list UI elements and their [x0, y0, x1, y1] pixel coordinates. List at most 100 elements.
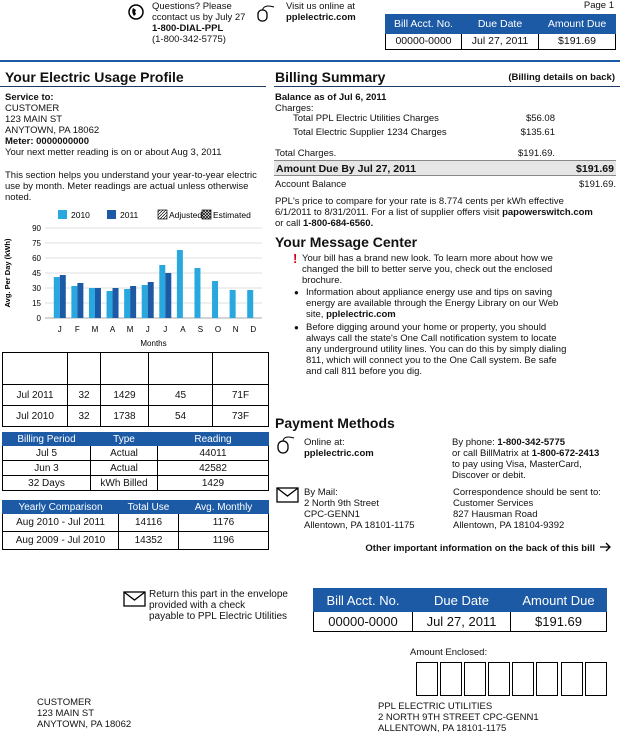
header-cell: [100, 352, 149, 385]
table-row: Jun 3 Actual 42582: [2, 460, 269, 476]
cell: kWh Billed: [90, 475, 158, 491]
return-note: Return this part in the envelope provide…: [149, 589, 288, 622]
digit-box: [440, 662, 462, 696]
cell: Jul 5: [2, 445, 91, 461]
text-line: Visit us online at: [286, 1, 356, 12]
text-line: PPL ELECTRIC UTILITIES: [378, 701, 493, 712]
bar: [159, 265, 166, 318]
mail: By Mail: 2 North 9th Street CPC-GENN1 Al…: [304, 487, 415, 531]
cell: $191.69: [510, 611, 607, 632]
text-line: ANYTOWN, PA 18062: [5, 125, 100, 136]
text-line: or call BillMatrix at 1-800-672-2413: [452, 448, 612, 459]
bar: [112, 288, 119, 318]
bar: [130, 286, 137, 318]
cell: 1738: [100, 405, 149, 427]
cell: 1196: [178, 531, 269, 550]
header-cell: [67, 352, 101, 385]
text-line: Allentown, PA 18101-1175: [304, 520, 415, 531]
x-tick-label: A: [110, 325, 116, 334]
y-tick-label: 75: [32, 239, 41, 248]
cell: 14352: [118, 531, 179, 550]
table-row: 00000-0000 Jul 27, 2011 $191.69: [385, 33, 616, 50]
header-cell: Bill Acct. No.: [385, 14, 462, 34]
header-cell: Due Date: [412, 588, 511, 612]
billing-period-table: Billing Period Type Reading Jul 5 Actual 4401…: [2, 432, 269, 491]
yearly-table: Yearly Comparison Total Use Avg. Monthly Au…: [2, 500, 269, 550]
bar: [212, 281, 219, 318]
text-line: Online at:: [304, 437, 345, 448]
balance: Balance as of Jul 6, 2011: [275, 92, 387, 103]
legend-swatch: [58, 210, 67, 219]
text-line: ANYTOWN, PA 18062: [37, 719, 132, 730]
text-line: Questions? Please: [152, 1, 232, 12]
alert-icon: !: [293, 251, 298, 266]
cell: 54: [148, 405, 213, 427]
text-line: CUSTOMER: [37, 697, 92, 708]
rule: [0, 60, 620, 62]
amount: $191.69: [576, 163, 614, 175]
charge-amount: $56.08: [525, 113, 555, 124]
online: Online at: pplelectric.com: [304, 437, 374, 459]
cell: 44011: [157, 445, 269, 461]
cell: 42582: [157, 460, 269, 476]
cell: Jul 27, 2011: [461, 33, 539, 50]
label: Amount Due By Jul 27, 2011: [276, 163, 417, 175]
legend-swatch: [201, 209, 212, 220]
text-line: to pay using Visa, MasterCard, Discover …: [452, 459, 582, 481]
phone: 1-800-342-5775: [497, 437, 566, 448]
text: or call: [275, 218, 303, 229]
cell: Jun 3: [2, 460, 91, 476]
section-title: Your Message Center: [275, 234, 418, 250]
cell: 00000-0000: [385, 33, 462, 50]
bar: [141, 285, 148, 318]
message: Information about appliance energy use a…: [306, 287, 568, 320]
table-row: Aug 2010 - Jul 2011 14116 1176: [2, 513, 269, 532]
text-line: 2 North 9th Street: [304, 498, 379, 509]
x-tick-label: F: [75, 325, 80, 334]
header-cell: Avg. Monthly: [178, 500, 269, 514]
bullet: ●: [294, 288, 299, 297]
ppl-address: PPL ELECTRIC UTILITIES 2 NORTH 9TH STREE…: [378, 701, 539, 734]
charge-row: Total PPL Electric Utilities Charges $56.…: [293, 113, 555, 124]
cell: 73F: [212, 405, 269, 427]
text-line: Meter: 0000000000: [5, 136, 89, 147]
other-info: Other important information on the back …: [365, 543, 595, 554]
legend-label: Adjusted: [169, 210, 202, 220]
mouse-icon: [257, 5, 275, 22]
text-line: pplelectric.com: [286, 12, 356, 23]
bar: [71, 286, 78, 318]
cell: 1176: [178, 513, 269, 532]
x-tick-label: S: [198, 325, 203, 334]
bar: [53, 277, 60, 318]
link: pplelectric.com: [304, 448, 374, 459]
bar: [229, 290, 236, 318]
bar: [176, 250, 183, 318]
link: pplelectric.com: [326, 309, 396, 320]
charge-row: Total Electric Supplier 1234 Charges $135…: [293, 127, 555, 138]
cell: 71F: [212, 384, 269, 406]
x-tick-label: O: [215, 325, 221, 334]
x-tick-label: A: [180, 325, 186, 334]
questions: Questions? Please ccontact us by July 27…: [152, 1, 245, 45]
text-line: By phone: 1-800-342-5775: [452, 437, 612, 448]
mouse-icon: [277, 436, 295, 454]
text-line: By Mail:: [304, 487, 338, 498]
legend-swatch: [107, 210, 116, 219]
x-tick-label: N: [233, 325, 239, 334]
envelope-icon: [123, 591, 146, 607]
bar: [124, 289, 131, 318]
bar: [106, 291, 113, 318]
table-row: Jul 5 Actual 44011: [2, 445, 269, 461]
text-line: (1-800-342-5775): [152, 34, 226, 45]
text: PPL's price to compare for your rate is …: [275, 196, 564, 218]
amount: $191.69.: [579, 179, 616, 190]
header-cell: Due Date: [461, 14, 539, 34]
usage-table: Jul 2011 32 1429 45 71F Jul 2010 32 1738 54 73F: [2, 352, 269, 427]
phone: 1-800-672-2413: [531, 448, 600, 459]
note: This section helps you understand your y…: [5, 170, 257, 203]
legend-label: 2011: [120, 210, 139, 220]
cell: 14116: [118, 513, 179, 532]
charge-amount: $135.61: [520, 127, 555, 138]
header-cell: [2, 352, 68, 385]
